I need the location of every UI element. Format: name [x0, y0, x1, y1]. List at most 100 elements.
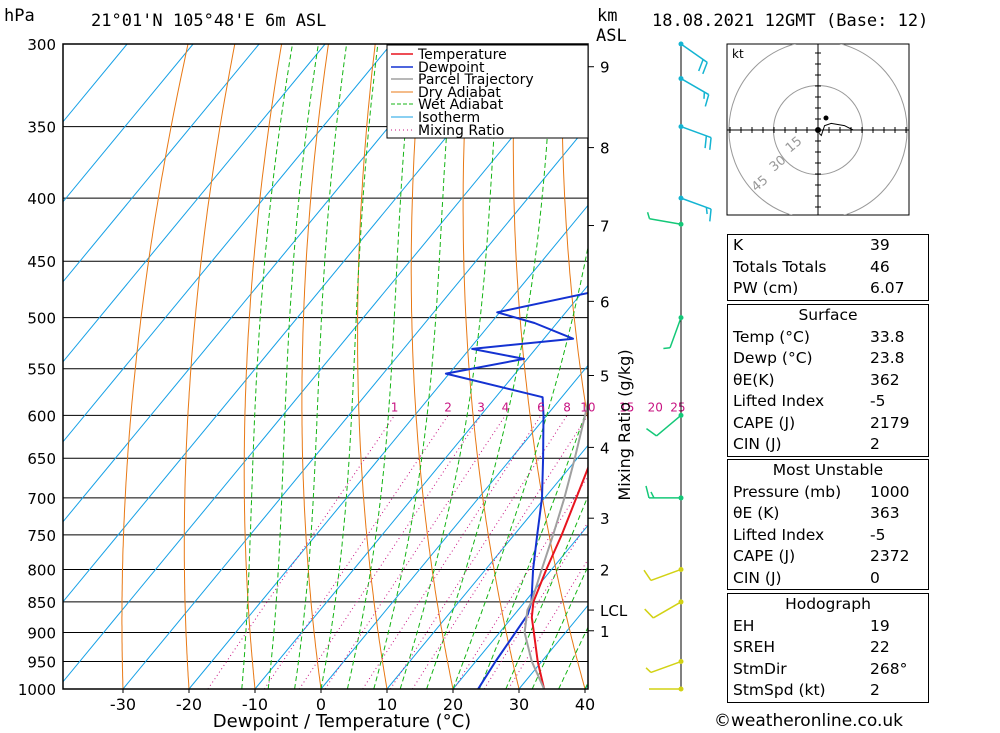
- parcel-trajectory-line: [523, 397, 588, 689]
- mixing-ratio-line: [483, 521, 588, 689]
- legend-label-parcel: Parcel Trajectory: [418, 72, 534, 88]
- km-tick-label: 9: [600, 59, 610, 77]
- pressure-tick-label: 950: [27, 654, 56, 672]
- dry-adiabat: [410, 44, 454, 689]
- mixing-ratio-line: [207, 415, 396, 689]
- hodograph-point: [823, 115, 829, 121]
- dry-adiabat: [937, 44, 1000, 689]
- barb-staff: [680, 125, 712, 139]
- km-tick-label: 5: [600, 367, 610, 385]
- barb-staff: [652, 601, 682, 619]
- km-tick-label: LCL: [600, 602, 628, 620]
- barb-staff: [650, 660, 682, 674]
- km-tick-label: 8: [600, 140, 610, 158]
- barb-flag: [643, 569, 652, 581]
- wind-barb: [678, 195, 712, 222]
- wind-barb: [645, 659, 684, 674]
- wind-barb: [678, 76, 710, 107]
- km-tick-label: 6: [600, 293, 610, 311]
- isotherm: [386, 444, 588, 689]
- x-tick-label: -20: [176, 695, 202, 714]
- legend-label-isotherm: Isotherm: [418, 110, 480, 126]
- wind-barb: [649, 686, 684, 692]
- barb-staff: [680, 43, 708, 63]
- barb-flag: [697, 59, 704, 72]
- mixing-ratio-label: 8: [563, 400, 571, 414]
- hodograph-table: Hodograph EH 19 SREH 22 StmDir 268° StmSpd …: [727, 593, 929, 703]
- dry-adiabat: [183, 44, 236, 689]
- dry-adiabat: [512, 44, 586, 689]
- mixing-ratio-line: [389, 415, 568, 689]
- pressure-tick-label: 900: [27, 625, 56, 643]
- barb-flag: [644, 608, 654, 619]
- mixing-ratio-label: 10: [580, 400, 595, 414]
- mixing-ratio-label: 1: [391, 400, 399, 414]
- dry-adiabat: [984, 44, 1000, 689]
- pressure-tick-label: 600: [27, 407, 56, 425]
- barb-flag: [709, 208, 712, 222]
- dry-adiabat: [243, 44, 283, 689]
- wind-barb: [644, 599, 684, 619]
- most-unstable-table: Most Unstable Pressure (mb) 1000 θE (K) 36…: [727, 459, 929, 590]
- asl-unit: ASL: [596, 26, 627, 46]
- km-tick-label: 2: [600, 561, 610, 579]
- barb-staff: [656, 414, 682, 437]
- pressure-tick-label: 400: [27, 190, 56, 208]
- mixing-ratio-label: 2: [444, 400, 452, 414]
- wet-adiabat: [267, 44, 319, 689]
- pressure-tick-label: 450: [27, 253, 56, 271]
- sounding-series: [444, 44, 588, 689]
- credit: ©weatheronline.co.uk: [714, 711, 904, 731]
- isotherm: [254, 284, 588, 689]
- wet-adiabat: [241, 44, 293, 689]
- km-tick-label: 1: [600, 623, 610, 641]
- barb-flag: [650, 491, 655, 499]
- hodograph-title: Hodograph: [785, 595, 871, 613]
- pressure-tick-label: 500: [27, 310, 56, 328]
- surface-title: Surface: [798, 306, 858, 324]
- legend-label-temperature: Temperature: [417, 47, 507, 63]
- isotherm: [63, 44, 392, 443]
- isotherm: [188, 204, 588, 689]
- wind-barb: [678, 41, 708, 75]
- barb-staff: [680, 77, 710, 96]
- barb-flag: [704, 135, 708, 149]
- dry-adiabat: [121, 44, 189, 689]
- isotherm: [63, 44, 524, 603]
- x-tick-label: -10: [242, 695, 268, 714]
- hodograph-trace: [818, 122, 854, 137]
- pressure-tick-label: 850: [27, 594, 56, 612]
- wind-barb: [646, 212, 684, 227]
- index-row: Totals Totals 46: [733, 257, 890, 276]
- mixing-ratio-line: [263, 415, 449, 689]
- mixing-ratio-axis-label: Mixing Ratio (g/kg): [615, 349, 634, 500]
- km-tick-label: 4: [600, 439, 610, 457]
- isotherm: [63, 44, 588, 683]
- location: 21°01'N 105°48'E 6m ASL: [91, 11, 327, 31]
- isotherm: [63, 44, 326, 363]
- legend-label-dewpoint: Dewpoint: [418, 60, 485, 76]
- mixing-ratio-line: [362, 415, 542, 689]
- legend-box: [386, 44, 589, 139]
- barb-flag: [702, 62, 708, 75]
- barb-flag: [709, 137, 712, 150]
- mixing-ratio-label: 6: [537, 400, 545, 414]
- x-tick-label: 40: [575, 695, 595, 714]
- x-tick-label: -30: [110, 695, 136, 714]
- wet-adiabat: [426, 44, 555, 689]
- km-unit: km: [597, 6, 618, 26]
- hodograph-unit: kt: [732, 47, 744, 61]
- km-tick-label: 7: [600, 218, 610, 236]
- legend-label-mixing-ratio: Mixing Ratio: [418, 123, 504, 139]
- axes: 1 2 3 4 6 8 10 15 20 2530035040045050055060065070…: [18, 36, 686, 714]
- hodograph-storm-marker: [815, 127, 821, 133]
- mixing-ratio-line: [507, 558, 588, 689]
- temperature-line: [530, 465, 588, 689]
- wind-barbs: [643, 41, 712, 692]
- pressure-tick-label: 800: [27, 561, 56, 579]
- wet-adiabat: [294, 44, 348, 689]
- plot-frame: [62, 43, 589, 690]
- pressure-tick-label: 300: [27, 36, 56, 54]
